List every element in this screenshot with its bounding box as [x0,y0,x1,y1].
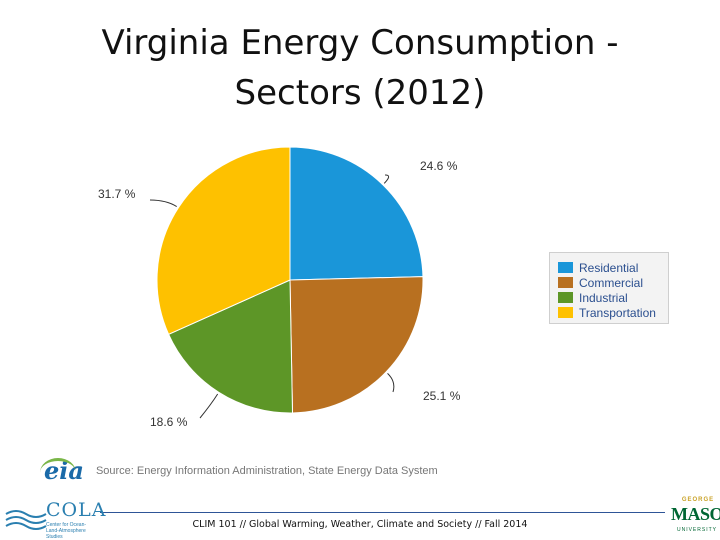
data-label-residential: 24.6 % [420,159,458,173]
data-label-industrial: 18.6 % [150,415,188,429]
footer-text: CLIM 101 // Global Warming, Weather, Cli… [192,519,528,530]
legend-label-transportation: Transportation [579,305,656,320]
data-label-commercial: 25.1 % [423,389,461,403]
source-text: Source: Energy Information Administratio… [95,464,438,477]
eia-logo: eia [40,456,84,485]
pie-slice-commercial [289,276,424,414]
legend-swatch-residential [558,262,573,273]
legend-label-residential: Residential [579,260,639,275]
pie-slice-transportation [156,146,291,336]
leader-line-commercial [387,372,395,393]
legend-swatch-commercial [558,277,573,288]
legend-item-transportation: Transportation [558,305,668,320]
gmu-logo-top: GEORGE [681,497,715,503]
title-line-1: Virginia Energy Consumption - [101,23,619,63]
pie-slice-residential [289,146,424,281]
source-line: eia Source: Energy Information Administr… [40,456,438,485]
legend-swatch-transportation [558,307,573,318]
legend-label-industrial: Industrial [579,290,628,305]
title-line-2: Sectors (2012) [234,73,486,113]
pie-slice-industrial [167,279,294,414]
legend-item-residential: Residential [558,260,668,275]
leader-line-residential [383,174,390,184]
legend-item-commercial: Commercial [558,275,668,290]
gmu-logo: MASON [671,504,720,524]
leader-line-transportation [149,199,177,208]
legend-item-industrial: Industrial [558,290,668,305]
leader-line-industrial [199,393,219,419]
data-label-transportation: 31.7 % [98,187,136,201]
cola-logo: COLA [46,499,107,521]
gmu-logo-sub: UNIVERSITY [676,527,717,533]
chart-legend: Residential Commercial Industrial Transport… [549,252,669,324]
footer-rule [100,512,665,513]
legend-swatch-industrial [558,292,573,303]
slide-title: Virginia Energy Consumption - Sectors (2… [0,18,720,118]
cola-wave-icon [5,510,47,530]
cola-subtitle: Center for Ocean-Land-Atmosphere Studies [46,522,87,540]
legend-label-commercial: Commercial [579,275,644,290]
